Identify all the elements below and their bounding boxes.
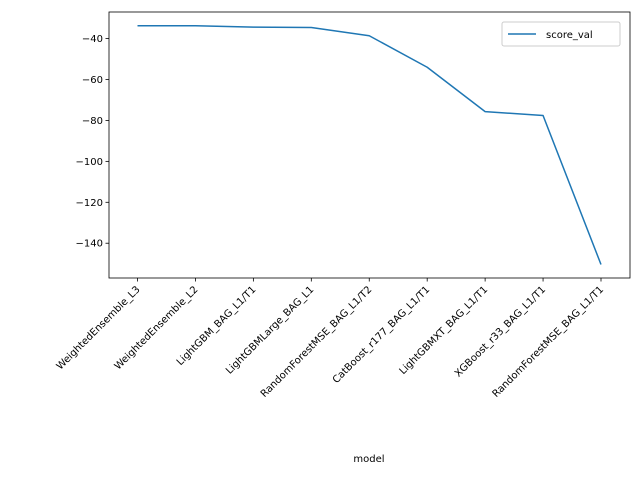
legend-label-score-val: score_val [546,30,593,41]
y-tick-label: −100 [76,157,103,168]
y-tick-label: −120 [76,198,103,209]
y-tick-label: −140 [76,239,103,250]
y-tick-label: −80 [82,116,103,127]
x-tick-label: CatBoost_r177_BAG_L1/T1 [331,284,432,385]
x-tick-label: RandomForestMSE_BAG_L1/T1 [491,284,607,400]
legend: score_val [501,21,621,47]
legend-frame [501,21,621,47]
x-tick-label: RandomForestMSE_BAG_L1/T2 [259,284,375,400]
y-tick-label: −40 [82,34,103,45]
series-line-score-val [137,24,602,265]
axes-frame [108,11,631,279]
x-axis-title: model [353,454,384,465]
y-tick-label: −60 [82,75,103,86]
